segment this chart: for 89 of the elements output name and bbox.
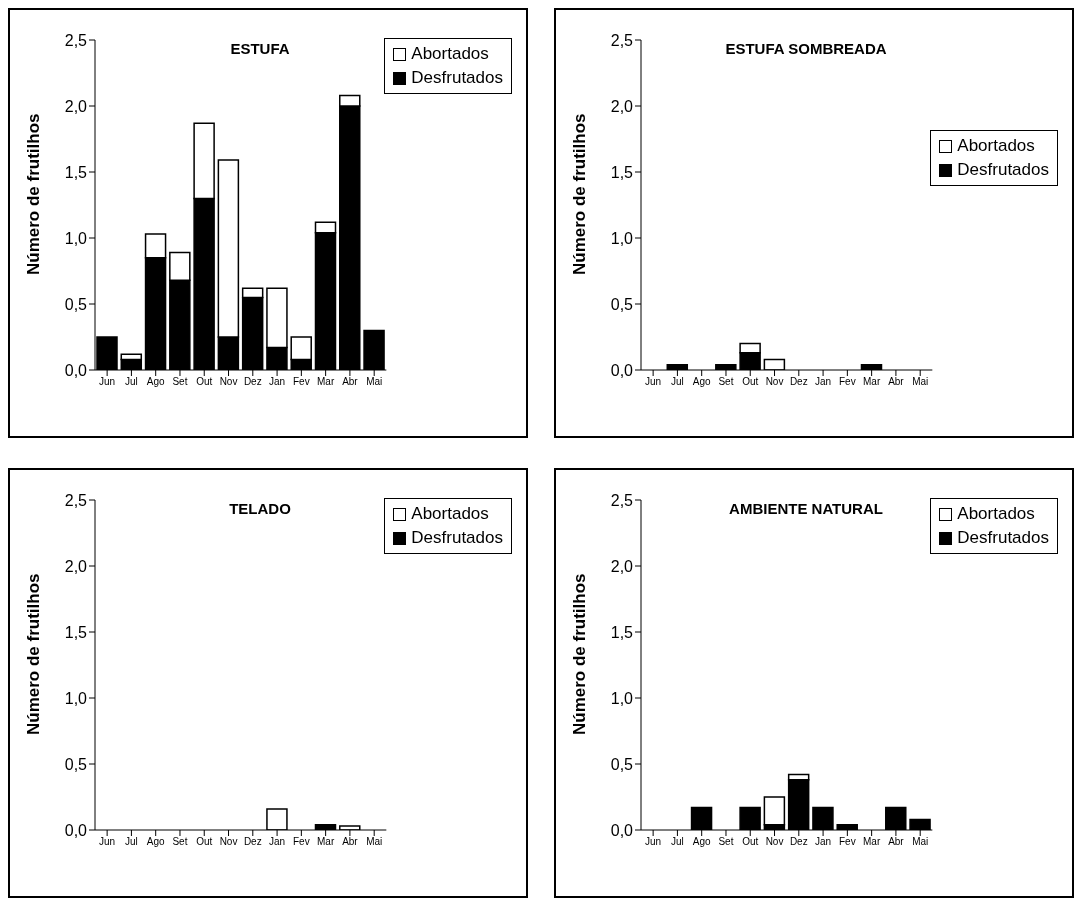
- legend-label: Abortados: [411, 43, 489, 65]
- x-tick-label: Abr: [888, 376, 905, 388]
- y-tick-label: 1,5: [64, 163, 88, 181]
- chart-title: ESTUFA SOMBREADA: [724, 40, 888, 57]
- y-tick-label: 2,0: [64, 557, 88, 575]
- x-tick-label: Mar: [317, 376, 335, 388]
- legend-label: Desfrutados: [957, 159, 1049, 181]
- y-tick-label: 1,0: [610, 229, 634, 247]
- x-tick-label: Jul: [125, 836, 138, 848]
- x-tick-label: Nov: [765, 376, 784, 388]
- x-tick-label: Fev: [293, 836, 310, 848]
- x-tick-label: Abr: [342, 836, 359, 848]
- x-tick-label: Dez: [789, 376, 808, 388]
- x-tick-label: Fev: [839, 376, 856, 388]
- y-tick-label: 0,0: [610, 821, 634, 839]
- x-tick-label: Abr: [342, 376, 359, 388]
- y-tick-label: 0,5: [610, 755, 634, 773]
- x-tick-label: Mai: [912, 836, 929, 848]
- y-axis-title: Número de frutilhos: [24, 573, 44, 735]
- x-tick-label: Out: [742, 376, 759, 388]
- legend-label: Abortados: [957, 503, 1035, 525]
- y-axis-title: Número de frutilhos: [570, 113, 590, 275]
- y-tick-label: 0,5: [610, 295, 634, 313]
- x-tick-label: Ago: [146, 836, 166, 848]
- y-tick-label: 2,5: [610, 31, 634, 49]
- y-tick-label: 1,5: [610, 163, 634, 181]
- y-tick-label: 2,5: [610, 491, 634, 509]
- y-axis-title: Número de frutilhos: [24, 113, 44, 275]
- x-tick-label: Jun: [99, 836, 116, 848]
- y-tick-label: 2,5: [64, 491, 88, 509]
- y-tick-label: 0,0: [64, 821, 88, 839]
- x-tick-label: Mai: [912, 376, 929, 388]
- x-tick-label: Dez: [243, 836, 262, 848]
- legend-label: Abortados: [957, 135, 1035, 157]
- x-tick-label: Ago: [692, 836, 712, 848]
- x-tick-label: Abr: [888, 836, 905, 848]
- y-tick-label: 0,0: [64, 361, 88, 379]
- y-tick-label: 0,5: [64, 755, 88, 773]
- legend-label: Desfrutados: [411, 67, 503, 89]
- x-tick-label: Mai: [366, 376, 383, 388]
- x-tick-label: Ago: [692, 376, 712, 388]
- y-tick-label: 1,0: [610, 689, 634, 707]
- x-tick-label: Dez: [243, 376, 262, 388]
- legend-label: Desfrutados: [957, 527, 1049, 549]
- y-tick-label: 2,0: [64, 97, 88, 115]
- legend-label: Abortados: [411, 503, 489, 525]
- x-tick-label: Set: [718, 376, 734, 388]
- y-tick-label: 2,5: [64, 31, 88, 49]
- x-tick-label: Mar: [863, 836, 881, 848]
- x-tick-label: Jan: [815, 376, 832, 388]
- chart-title: ESTUFA: [229, 40, 291, 57]
- x-tick-label: Mar: [317, 836, 335, 848]
- x-tick-label: Jul: [125, 376, 138, 388]
- x-tick-label: Nov: [219, 836, 238, 848]
- y-tick-label: 1,5: [64, 623, 88, 641]
- x-tick-label: Ago: [146, 376, 166, 388]
- x-tick-label: Out: [196, 836, 213, 848]
- x-tick-label: Nov: [219, 376, 238, 388]
- y-tick-label: 0,5: [64, 295, 88, 313]
- x-tick-label: Mar: [863, 376, 881, 388]
- x-tick-label: Nov: [765, 836, 784, 848]
- x-tick-label: Fev: [839, 836, 856, 848]
- x-tick-label: Jun: [645, 836, 662, 848]
- y-tick-label: 2,0: [610, 97, 634, 115]
- x-tick-label: Set: [718, 836, 734, 848]
- x-tick-label: Out: [742, 836, 759, 848]
- x-tick-label: Jan: [269, 836, 286, 848]
- x-tick-label: Jul: [671, 376, 684, 388]
- chart-title: TELADO: [228, 500, 292, 517]
- x-tick-label: Fev: [293, 376, 310, 388]
- y-tick-label: 1,0: [64, 689, 88, 707]
- bar: [763, 796, 786, 826]
- x-tick-label: Jun: [99, 376, 116, 388]
- y-tick-label: 2,0: [610, 557, 634, 575]
- x-tick-label: Jan: [815, 836, 832, 848]
- y-tick-label: 0,0: [610, 361, 634, 379]
- y-axis-title: Número de frutilhos: [570, 573, 590, 735]
- x-tick-label: Set: [172, 836, 188, 848]
- x-tick-label: Set: [172, 376, 188, 388]
- x-tick-label: Jan: [269, 376, 286, 388]
- chart-title: AMBIENTE NATURAL: [728, 500, 884, 517]
- y-tick-label: 1,0: [64, 229, 88, 247]
- x-tick-label: Jul: [671, 836, 684, 848]
- x-tick-label: Mai: [366, 836, 383, 848]
- x-tick-label: Out: [196, 376, 213, 388]
- y-tick-label: 1,5: [610, 623, 634, 641]
- legend-label: Desfrutados: [411, 527, 503, 549]
- x-tick-label: Jun: [645, 376, 662, 388]
- x-tick-label: Dez: [789, 836, 808, 848]
